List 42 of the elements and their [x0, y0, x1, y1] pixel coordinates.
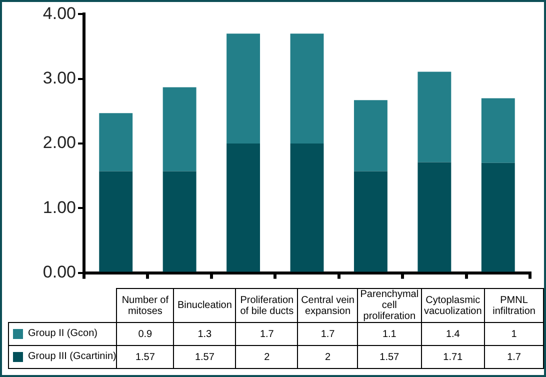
data-label: 1	[484, 322, 544, 346]
data-label: 1.71	[421, 346, 485, 368]
y-tick-label: 4.00	[42, 4, 76, 23]
bar	[162, 171, 196, 272]
legend-label: Group III (Gcartinin)	[28, 351, 116, 362]
x-tick-label: Central vein expansion	[298, 288, 358, 322]
data-label: 1.7	[484, 346, 544, 368]
bar	[354, 100, 388, 172]
data-label: 1.57	[173, 346, 236, 368]
bar	[99, 171, 133, 272]
bar	[418, 72, 452, 162]
y-tick-label: 1.00	[42, 198, 76, 217]
data-label: 1.1	[358, 322, 422, 346]
bar	[226, 34, 260, 144]
data-label: 2	[298, 346, 358, 368]
x-tick-label: Parenchymal cell proliferation	[358, 288, 422, 322]
bar	[290, 144, 324, 272]
data-label: 2	[236, 346, 298, 368]
bar	[290, 34, 324, 144]
bar	[99, 113, 133, 172]
data-label: 1.57	[358, 346, 422, 368]
data-label: 1.7	[298, 322, 358, 346]
x-tick-label: Binucleation	[173, 288, 236, 322]
y-tick-label: 0.00	[42, 262, 76, 282]
x-tick-label: Cytoplasmic vacuolization	[421, 288, 485, 322]
data-label: 1.3	[173, 322, 236, 346]
bar	[481, 162, 515, 272]
x-tick-label: Proliferation of bile ducts	[236, 288, 298, 322]
y-tick-label: 3.00	[42, 68, 76, 88]
bar	[354, 171, 388, 272]
x-tick-label: Number of mitoses	[116, 288, 174, 322]
bar	[418, 162, 452, 272]
legend-label: Group II (Gcon)	[28, 328, 98, 339]
y-tick-label: 2.00	[42, 133, 76, 152]
bar	[481, 98, 515, 163]
bar	[226, 144, 260, 272]
data-label: 0.9	[116, 322, 174, 346]
data-label: 1.4	[421, 322, 485, 346]
data-label: 1.57	[116, 346, 174, 368]
x-tick-label: PMNL infiltration	[484, 288, 544, 322]
data-label: 1.7	[236, 322, 298, 346]
bar	[162, 87, 196, 172]
